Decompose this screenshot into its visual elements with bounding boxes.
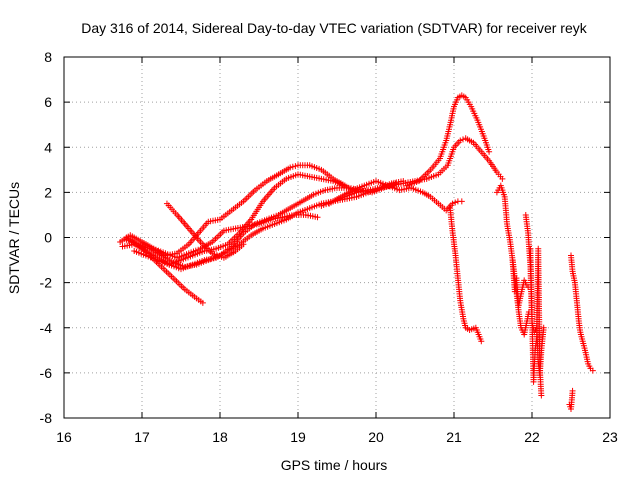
x-axis-label: GPS time / hours	[281, 457, 388, 473]
x-tick-label: 16	[56, 429, 72, 445]
x-axis: 16 17 18 19 20 21 22 23	[56, 57, 618, 445]
series-markers	[328, 179, 459, 212]
y-tick-label: 6	[44, 94, 52, 110]
series-arc-10	[326, 178, 465, 214]
data-point	[458, 198, 465, 205]
series-markers	[165, 202, 245, 260]
series-markers	[140, 211, 319, 260]
y-tick-label: 8	[44, 49, 52, 65]
series-layer	[117, 92, 596, 412]
series-arc-16	[568, 252, 596, 374]
y-tick-label: -4	[40, 320, 53, 336]
x-tick-label: 23	[602, 429, 618, 445]
x-tick-label: 22	[524, 429, 540, 445]
x-tick-label: 18	[212, 429, 228, 445]
series-arc-5	[139, 211, 321, 261]
series-arc-6	[123, 234, 206, 306]
data-point	[589, 367, 596, 374]
series-markers	[567, 390, 576, 410]
series-markers	[125, 235, 204, 305]
y-tick-label: -6	[40, 365, 53, 381]
y-axis: -8 -6 -4 -2 0 2 4 6 8	[40, 49, 610, 426]
series-markers	[509, 259, 530, 306]
series-arc-11	[447, 205, 485, 345]
x-tick-label: 19	[290, 429, 306, 445]
series-arc-15	[527, 245, 545, 399]
y-tick-label: 4	[44, 139, 52, 155]
x-tick-label: 17	[134, 429, 150, 445]
y-tick-label: -2	[40, 275, 53, 291]
series-markers	[527, 248, 545, 397]
series-arc-7	[163, 200, 247, 261]
series-markers	[447, 207, 484, 342]
series-arc-8	[318, 135, 506, 209]
x-tick-label: 21	[446, 429, 462, 445]
y-axis-label: SDTVAR / TECUs	[6, 182, 22, 294]
series-arc-9	[404, 92, 493, 189]
series-markers	[568, 254, 593, 370]
y-tick-label: -8	[40, 410, 53, 426]
chart-title: Day 316 of 2014, Sidereal Day-to-day VTE…	[81, 20, 587, 36]
y-tick-label: 0	[44, 230, 52, 246]
series-markers	[406, 93, 492, 188]
y-tick-label: 2	[44, 184, 52, 200]
x-tick-label: 20	[368, 429, 384, 445]
series-arc-17	[566, 387, 576, 412]
